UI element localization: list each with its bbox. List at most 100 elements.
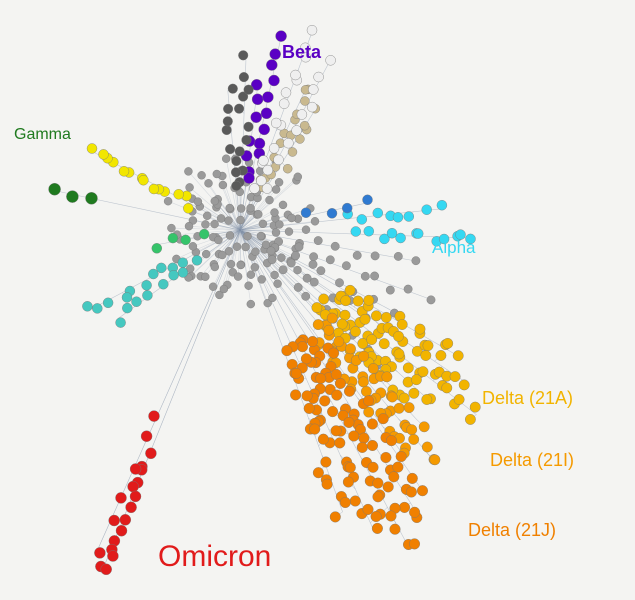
node-delta21j <box>335 378 346 389</box>
node-delta21i <box>407 425 417 435</box>
node-delta21i <box>345 344 355 354</box>
node-white_ray <box>307 25 317 35</box>
node-delta21a <box>423 340 433 350</box>
node-grey_fan_right <box>331 242 339 250</box>
node-white_ray <box>281 88 291 98</box>
node-white_ray <box>250 184 260 194</box>
node-delta21j <box>319 396 330 407</box>
node-core <box>164 197 172 205</box>
node-delta21j <box>363 504 374 515</box>
node-core <box>242 243 250 251</box>
node-darkgrey_ray <box>234 104 244 114</box>
node-core <box>275 178 283 186</box>
node-green_dots <box>181 235 191 245</box>
node-white_ray <box>308 85 318 95</box>
node-delta21a <box>397 319 407 329</box>
node-grey_fan_right <box>386 286 394 294</box>
node-core <box>294 266 302 274</box>
node-darkgrey_ray <box>223 117 233 127</box>
node-delta21a <box>319 294 329 304</box>
node-delta21j <box>407 473 418 484</box>
node-core <box>272 186 280 194</box>
node-darkgrey_ray <box>244 85 254 95</box>
node-delta21i <box>394 403 404 413</box>
node-core <box>211 263 219 271</box>
node-delta21i <box>359 351 369 361</box>
node-delta21i <box>387 392 397 402</box>
node-white_ray <box>269 143 279 153</box>
node-omicron <box>101 564 112 575</box>
node-grey_fan_right <box>310 278 318 286</box>
node-delta21j <box>318 434 329 445</box>
node-white_ray <box>297 110 307 120</box>
node-grey_fan_right <box>309 253 317 261</box>
node-delta21j <box>371 511 382 522</box>
node-delta21j <box>363 396 374 407</box>
node-core <box>288 214 296 222</box>
node-alpha <box>351 227 361 237</box>
node-core <box>285 228 293 236</box>
node-delta21a <box>360 314 370 324</box>
node-darkgrey_ray <box>242 135 252 145</box>
node-delta21j <box>393 462 404 473</box>
node-core <box>211 197 219 205</box>
node-darkgrey_ray <box>232 181 242 191</box>
node-alpha <box>357 214 367 224</box>
node-alpha <box>364 226 374 236</box>
node-beta <box>262 92 273 103</box>
node-beta <box>266 60 277 71</box>
node-teal_left <box>92 303 102 313</box>
node-teal_left <box>178 268 188 278</box>
node-white_ray <box>326 55 336 65</box>
node-core <box>186 183 194 191</box>
node-grey_fan_right <box>427 296 435 304</box>
node-delta21a <box>371 311 381 321</box>
node-alpha <box>373 208 383 218</box>
node-core <box>237 205 245 213</box>
node-delta21a <box>345 285 355 295</box>
node-delta21a <box>364 295 374 305</box>
node-grey_fan_right <box>326 256 334 264</box>
node-core <box>244 232 252 240</box>
node-delta21j <box>304 403 315 414</box>
node-white_ray <box>292 126 302 136</box>
node-delta21i <box>404 402 414 412</box>
node-delta21i <box>324 325 334 335</box>
node-delta21j <box>331 426 342 437</box>
node-darkgrey_ray <box>238 51 248 61</box>
node-yellow_ray <box>174 189 184 199</box>
node-grey_fan_right <box>314 236 322 244</box>
node-delta21j <box>359 433 370 444</box>
node-white_ray <box>307 102 317 112</box>
node-delta21i <box>382 372 392 382</box>
node-delta21j <box>340 497 351 508</box>
node-teal_left <box>82 301 92 311</box>
node-alpha <box>387 228 397 238</box>
node-omicron <box>126 502 137 513</box>
node-delta21j <box>290 390 301 401</box>
node-delta21a <box>415 324 425 334</box>
node-darkgrey_ray <box>228 84 238 94</box>
node-core <box>214 236 222 244</box>
node-darkgrey_ray <box>231 168 241 178</box>
node-delta21j <box>282 345 293 356</box>
node-alpha <box>393 212 403 222</box>
node-core <box>213 170 221 178</box>
node-grey_fan_right <box>309 260 317 268</box>
node-core <box>226 204 234 212</box>
node-grey_fan_right <box>287 259 295 267</box>
node-omicron <box>128 481 139 492</box>
node-omicron <box>116 525 127 536</box>
node-delta21j <box>322 479 333 490</box>
node-white_ray <box>258 156 268 166</box>
node-delta21j <box>381 452 392 463</box>
node-delta21j <box>291 368 302 379</box>
node-darkgrey_ray <box>235 147 245 157</box>
node-yellow_ray <box>138 175 148 185</box>
node-core <box>247 204 255 212</box>
node-delta21a <box>453 351 463 361</box>
node-core <box>203 212 211 220</box>
node-delta21i <box>368 363 378 373</box>
node-delta21j <box>396 451 407 462</box>
node-delta21i <box>419 422 429 432</box>
